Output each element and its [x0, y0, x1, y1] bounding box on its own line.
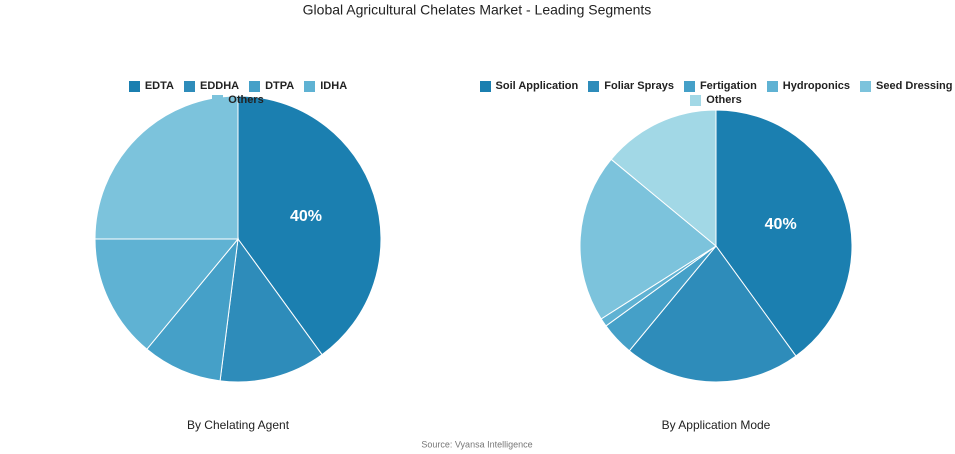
pie-slice [94, 238, 240, 350]
pie-slice [146, 237, 239, 382]
legend-item: IDHA [304, 80, 347, 92]
legend-item: Fertigation [683, 80, 757, 92]
page-title: Global Agricultural Chelates Market - Le… [303, 2, 652, 18]
legend-label: Seed Dressing [876, 80, 953, 92]
legend-swatch [183, 80, 195, 92]
legend: EDTA EDDHA DTPA IDHA Others [100, 80, 376, 106]
pie-slice [579, 158, 717, 320]
legend-label: DTPA [265, 80, 295, 92]
legend-swatch [128, 80, 140, 92]
chart-subtitle: By Chelating Agent [187, 418, 290, 432]
pie-slice [219, 237, 323, 383]
pie-slice [94, 95, 239, 240]
legend-label: Fertigation [699, 80, 757, 92]
legend-label: Foliar Sprays [604, 80, 674, 92]
legend-label: Hydroponics [782, 80, 851, 92]
legend-label: EDTA [144, 80, 174, 92]
legend-swatch [479, 80, 491, 92]
legend-swatch [304, 80, 316, 92]
legend-swatch [212, 94, 224, 106]
data-label: 40% [290, 208, 322, 225]
legend-item: DTPA [249, 80, 294, 92]
legend-item: Others [690, 94, 742, 106]
legend-item: Seed Dressing [860, 80, 952, 92]
legend-swatch [588, 80, 600, 92]
legend-label: Others [228, 94, 264, 106]
legend: Soil Application Foliar Sprays Fertigation… [478, 80, 954, 106]
pie-slice [610, 109, 717, 248]
legend-label: IDHA [320, 80, 348, 92]
legend-item: Soil Application [479, 80, 579, 92]
legend-swatch [766, 80, 778, 92]
legend-swatch [683, 80, 695, 92]
pie-slice [628, 245, 797, 383]
pie-slice [715, 109, 853, 357]
legend-swatch [690, 94, 702, 106]
data-label: 40% [765, 216, 797, 233]
source: Source: Vyansa Intelligence [421, 439, 532, 449]
chart-subtitle: By Application Mode [662, 418, 771, 432]
legend-swatch [860, 80, 872, 92]
legend-label: Soil Application [495, 80, 579, 92]
legend-swatch [249, 80, 261, 92]
legend-item: Others [212, 94, 264, 106]
legend-label: Others [706, 94, 742, 106]
legend-item: EDDHA [183, 80, 240, 92]
legend-item: Hydroponics [766, 80, 851, 92]
pie-slice [237, 95, 382, 356]
legend-label: EDDHA [199, 80, 240, 92]
legend-item: EDTA [128, 80, 174, 92]
legend-item: Foliar Sprays [588, 80, 674, 92]
